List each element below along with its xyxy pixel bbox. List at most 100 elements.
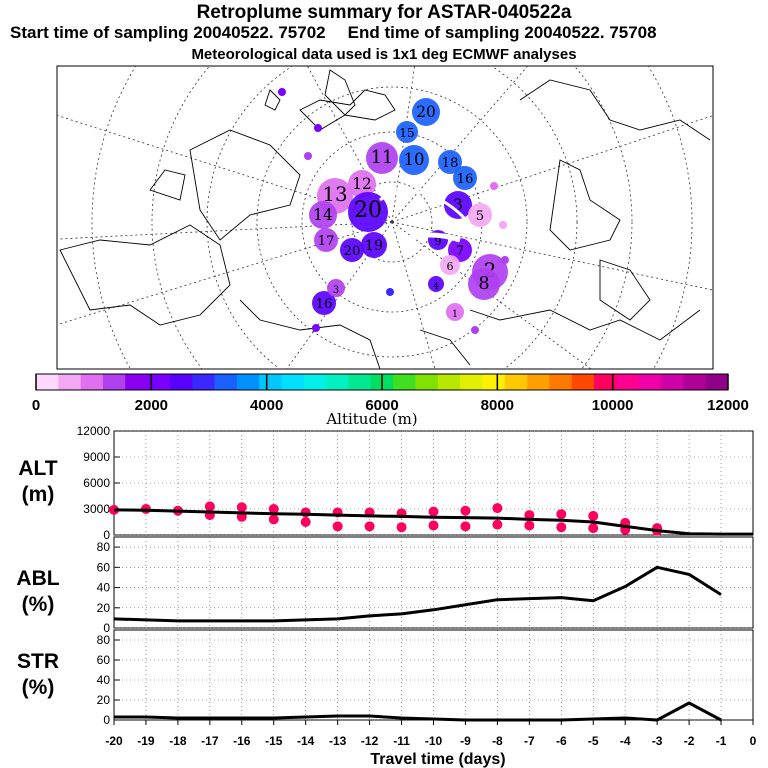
colorbar-segment (102, 374, 126, 390)
plume-cluster (468, 268, 500, 300)
colorbar-segment (594, 374, 617, 390)
x-tick-label: -19 (137, 734, 155, 748)
alt-scatter-point (268, 504, 279, 514)
alt-label-line1: ALT (18, 457, 57, 480)
colorbar-segment (80, 374, 104, 390)
plume-cluster (428, 276, 444, 292)
plume-cluster (446, 303, 464, 321)
plume-cluster (399, 145, 429, 175)
alt-ytick-label: 0 (103, 528, 110, 542)
str-ylabel: STR (%) (17, 650, 59, 699)
colorbar-segment (303, 374, 327, 390)
x-tick-label: 0 (750, 734, 757, 748)
x-tick-label: -10 (425, 734, 443, 748)
str-ytick-label: 20 (97, 693, 111, 707)
colorbar-tick-label: 8000 (481, 397, 514, 414)
plume-dot (490, 182, 498, 190)
plume-dot (471, 326, 479, 334)
plume-cluster-label: 13 (322, 183, 347, 206)
abl-label-line1: ABL (16, 567, 59, 590)
plume-cluster (444, 191, 472, 219)
colorbar-segment (348, 374, 372, 390)
plume-cluster-label: 3 (453, 196, 463, 214)
colorbar-label: Altitude (m) (325, 410, 417, 428)
abl-ytick-label: 20 (97, 601, 111, 615)
plume-cluster (312, 291, 336, 315)
colorbar-segment (460, 374, 483, 390)
plume-cluster (348, 192, 388, 232)
colorbar-tick-label: 4000 (250, 397, 283, 414)
alt-label-line2: (m) (22, 483, 55, 506)
plume-dot (314, 124, 322, 132)
colorbar-tick-label: 12000 (707, 397, 749, 414)
end-time-label: End time of sampling 20040522. 75708 (347, 23, 657, 42)
colorbar-segment (326, 374, 350, 390)
plume-cluster-label: 18 (442, 156, 459, 171)
plume-cluster-label: 1 (452, 309, 458, 320)
plume-cluster-label: 10 (404, 150, 425, 169)
colorbar-tick-label: 2000 (135, 397, 168, 414)
colorbar-tick-label: 6000 (365, 397, 398, 414)
alt-scatter-point (556, 509, 567, 520)
plume-cluster (309, 201, 337, 229)
str-ytick-label: 0 (103, 713, 110, 727)
plume-dot (278, 88, 286, 96)
alt-scatter-point (300, 507, 311, 518)
plume-cluster-label: 4 (433, 282, 439, 292)
colorbar-tick-label: 10000 (592, 397, 634, 414)
colorbar-segment (683, 374, 707, 390)
colorbar-segment (36, 374, 59, 390)
alt-scatter-point (460, 505, 471, 516)
x-tick-label: -17 (201, 734, 219, 748)
abl-ytick-label: 0 (103, 621, 110, 635)
x-tick-label: -18 (169, 734, 187, 748)
x-tick-label: -9 (460, 734, 471, 748)
plume-cluster-label: 17 (318, 234, 335, 249)
plume-cluster (327, 279, 345, 297)
colorbar-segment (661, 374, 684, 390)
alt-scatter-point (556, 522, 567, 533)
colorbar-segment (705, 374, 729, 390)
alt-scatter-point (588, 523, 599, 534)
plume-cluster (438, 150, 462, 174)
alt-scatter-point (524, 520, 535, 531)
alt-scatter-point (332, 521, 343, 532)
colorbar-segment (169, 374, 193, 390)
str-label-line2: (%) (22, 676, 55, 699)
alt-scatter-point (364, 521, 375, 532)
colorbar-segment (638, 374, 662, 390)
plume-cluster-label: 3 (333, 285, 339, 296)
alt-ytick-label: 3000 (83, 502, 110, 516)
plume-cluster-label: 19 (365, 238, 383, 254)
abl-line (113, 565, 722, 623)
colorbar-segment (214, 374, 238, 390)
plume-cluster-label: 20 (344, 244, 361, 259)
x-tick-label: -8 (492, 734, 503, 748)
x-axis-label: Travel time (days) (370, 751, 505, 768)
x-tick-label: -5 (588, 734, 599, 748)
plume-cluster (361, 232, 387, 258)
plume-cluster-label: 6 (447, 260, 454, 273)
plume-cluster (340, 238, 364, 262)
x-tick-label: -16 (233, 734, 251, 748)
colorbar-segment (415, 374, 439, 390)
plume-cluster-label: 9 (435, 235, 442, 248)
chart-title: Retroplume summary for ASTAR-040522a (196, 2, 572, 23)
sampling-times: Start time of sampling 20040522. 75702 En… (10, 23, 768, 43)
x-tick-label: -2 (684, 734, 695, 748)
alt-scatter-point (492, 519, 503, 530)
plume-cluster (348, 170, 376, 198)
abl-ytick-label: 80 (97, 540, 111, 554)
met-data-label: Meteorological data used is 1x1 deg ECMW… (191, 46, 577, 63)
abl-panel-frame (113, 536, 754, 629)
x-tick-label: -13 (329, 734, 347, 748)
colorbar-tick-label: 0 (32, 397, 40, 414)
colorbar-segment (616, 374, 640, 390)
abl-label-line2: (%) (22, 593, 55, 616)
colorbar-segment (393, 374, 416, 390)
colorbar-segment (549, 374, 573, 390)
plume-cluster-label: 11 (371, 148, 393, 168)
plume-dot (304, 152, 312, 160)
alt-scatter-point (396, 522, 407, 533)
plume-cluster-label: 20 (354, 198, 382, 223)
